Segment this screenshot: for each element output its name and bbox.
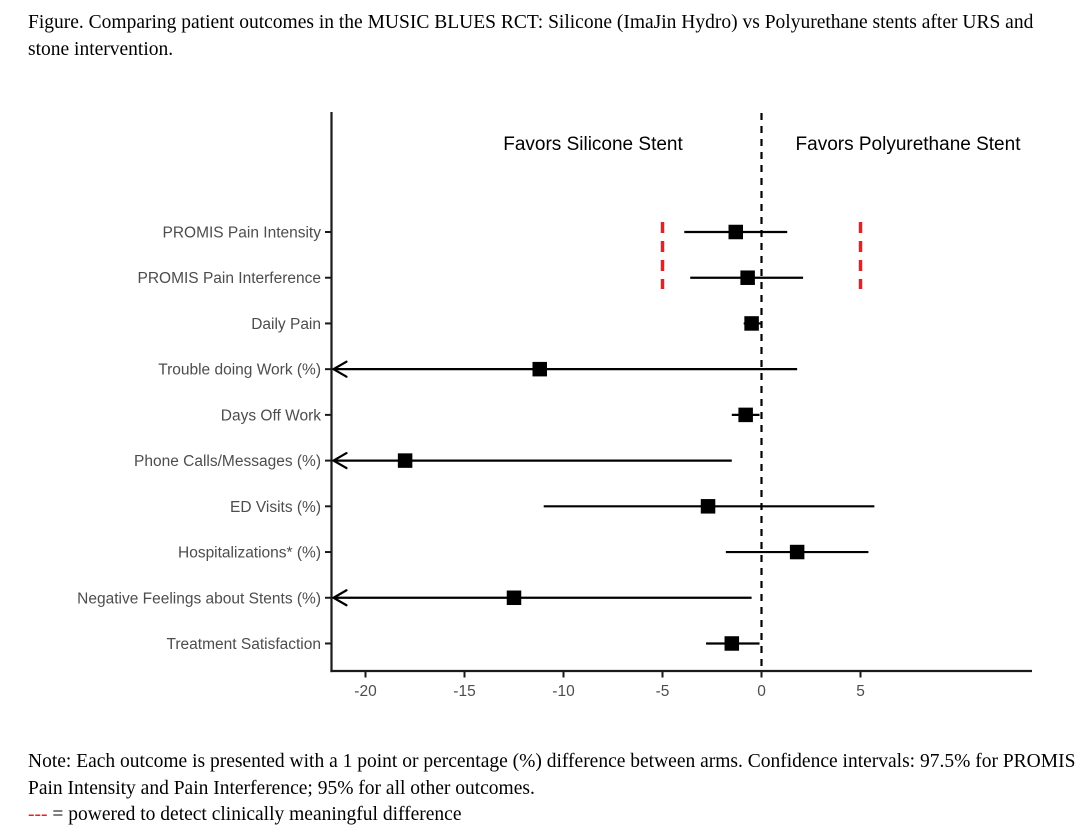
estimate-marker [532, 361, 547, 377]
row-label: Negative Feelings about Stents (%) [77, 590, 321, 607]
powered-legend-text: = powered to detect clinically meaningfu… [47, 804, 462, 825]
estimate-marker [506, 590, 522, 606]
ci-clipped-arrow [331, 589, 348, 607]
estimate-marker [397, 453, 413, 468]
estimate-marker [738, 407, 753, 423]
row-label: ED Visits (%) [230, 499, 321, 516]
estimate-marker [740, 270, 755, 285]
estimate-marker [789, 544, 805, 560]
x-tick-label: -15 [453, 683, 475, 700]
estimate-marker [744, 316, 759, 331]
x-tick-label: 5 [856, 683, 865, 700]
favors-silicone-label: Favors Silicone Stent [503, 134, 683, 155]
row-label: Hospitalizations* (%) [178, 545, 321, 562]
x-tick-label: -10 [552, 683, 575, 700]
row-label: PROMIS Pain Intensity [162, 225, 321, 242]
forest-plot: Favors Silicone Stent Favors Polyurethane… [77, 112, 1032, 700]
row-label: PROMIS Pain Interference [138, 270, 322, 287]
row-label: Phone Calls/Messages (%) [134, 453, 321, 470]
figure-caption: Figure. Comparing patient outcomes in th… [28, 12, 1034, 60]
estimate-marker [724, 636, 740, 651]
x-tick-label: -5 [656, 683, 670, 700]
note-text: Note: Each outcome is presented with a 1… [28, 751, 1076, 799]
row-label: Days Off Work [221, 407, 321, 424]
figure-note: Note: Each outcome is presented with a 1… [28, 749, 1078, 829]
x-tick-label: -20 [354, 683, 377, 700]
ci-clipped-arrow [331, 360, 348, 378]
ci-clipped-arrow [331, 452, 348, 470]
favors-polyurethane-label: Favors Polyurethane Stent [796, 134, 1022, 155]
row-label: Treatment Satisfaction [167, 636, 322, 653]
x-tick-label: 0 [757, 683, 766, 700]
estimate-marker [700, 499, 716, 514]
estimate-marker [728, 224, 744, 240]
powered-legend-dash: --- [28, 804, 48, 825]
row-label: Trouble doing Work (%) [158, 362, 321, 379]
row-label: Daily Pain [251, 316, 321, 333]
